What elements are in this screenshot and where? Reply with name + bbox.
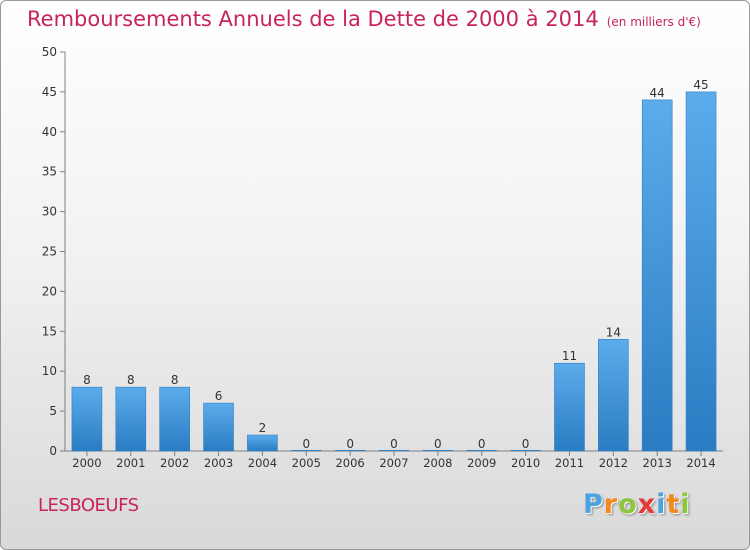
value-label: 8	[83, 373, 91, 387]
value-label: 0	[390, 437, 398, 451]
logo-letter: o	[618, 489, 638, 520]
value-label: 6	[215, 389, 223, 403]
value-label: 2	[259, 421, 267, 435]
value-label: 45	[693, 78, 708, 92]
x-tick-label: 2007	[379, 456, 408, 470]
y-tick-label: 20	[42, 284, 57, 298]
x-tick-label: 2001	[116, 456, 145, 470]
chart-title: Remboursements Annuels de la Dette de 20…	[27, 7, 701, 31]
bar	[159, 386, 190, 452]
bar	[685, 91, 717, 452]
value-label: 11	[562, 349, 577, 363]
value-label: 8	[127, 373, 135, 387]
value-label: 0	[478, 437, 486, 451]
x-tick-label: 2010	[511, 456, 540, 470]
y-tick-label: 50	[42, 45, 57, 59]
y-tick-label: 45	[42, 85, 57, 99]
x-tick-label: 2009	[467, 456, 496, 470]
x-tick-label: 2008	[423, 456, 452, 470]
value-labels: 8 8 8 6 2 0 0 0 0 0 0 11 14 44 45	[83, 78, 709, 451]
bar	[598, 338, 629, 452]
city-name: LESBOEUFS	[38, 495, 139, 516]
proxiti-logo: Proxiti	[583, 489, 691, 520]
y-tick-label: 25	[42, 245, 57, 259]
bars	[71, 91, 717, 452]
bar	[71, 386, 103, 452]
x-tick-label: 2000	[72, 456, 101, 470]
y-tick-label: 10	[42, 364, 57, 378]
bar	[554, 362, 585, 452]
y-tick-label: 5	[49, 404, 57, 418]
value-label: 0	[302, 437, 310, 451]
x-tick-label: 2003	[204, 456, 233, 470]
value-label: 44	[650, 86, 665, 100]
bar	[641, 99, 673, 452]
x-tick-label: 2004	[248, 456, 277, 470]
x-tick-label: 2014	[686, 456, 715, 470]
logo-letter: x	[637, 489, 657, 520]
logo-letter: r	[603, 489, 619, 520]
logo-letter: t	[666, 489, 681, 520]
value-label: 14	[606, 325, 621, 339]
bar	[115, 386, 147, 452]
chart-title-text: Remboursements Annuels de la Dette de 20…	[27, 7, 599, 31]
bar	[247, 434, 278, 452]
value-label: 8	[171, 373, 179, 387]
y-tick-label: 35	[42, 165, 57, 179]
x-tick-label: 2013	[643, 456, 672, 470]
bar	[203, 402, 234, 452]
x-tick-label: 2005	[292, 456, 321, 470]
x-tick-label: 2012	[599, 456, 628, 470]
logo-letter: i	[680, 489, 691, 520]
y-tick-label: 30	[42, 205, 57, 219]
value-label: 0	[522, 437, 530, 451]
y-tick-label: 40	[42, 125, 57, 139]
y-tick-label: 0	[49, 444, 57, 458]
logo-letter: P	[583, 489, 604, 520]
x-tick-label: 2011	[555, 456, 584, 470]
unit-note: (en milliers d'€)	[606, 15, 701, 29]
y-tick-label: 15	[42, 324, 57, 338]
value-label: 0	[434, 437, 442, 451]
logo-letter: i	[656, 489, 667, 520]
x-tick-label: 2002	[160, 456, 189, 470]
x-tick-label: 2006	[335, 456, 364, 470]
value-label: 0	[346, 437, 354, 451]
